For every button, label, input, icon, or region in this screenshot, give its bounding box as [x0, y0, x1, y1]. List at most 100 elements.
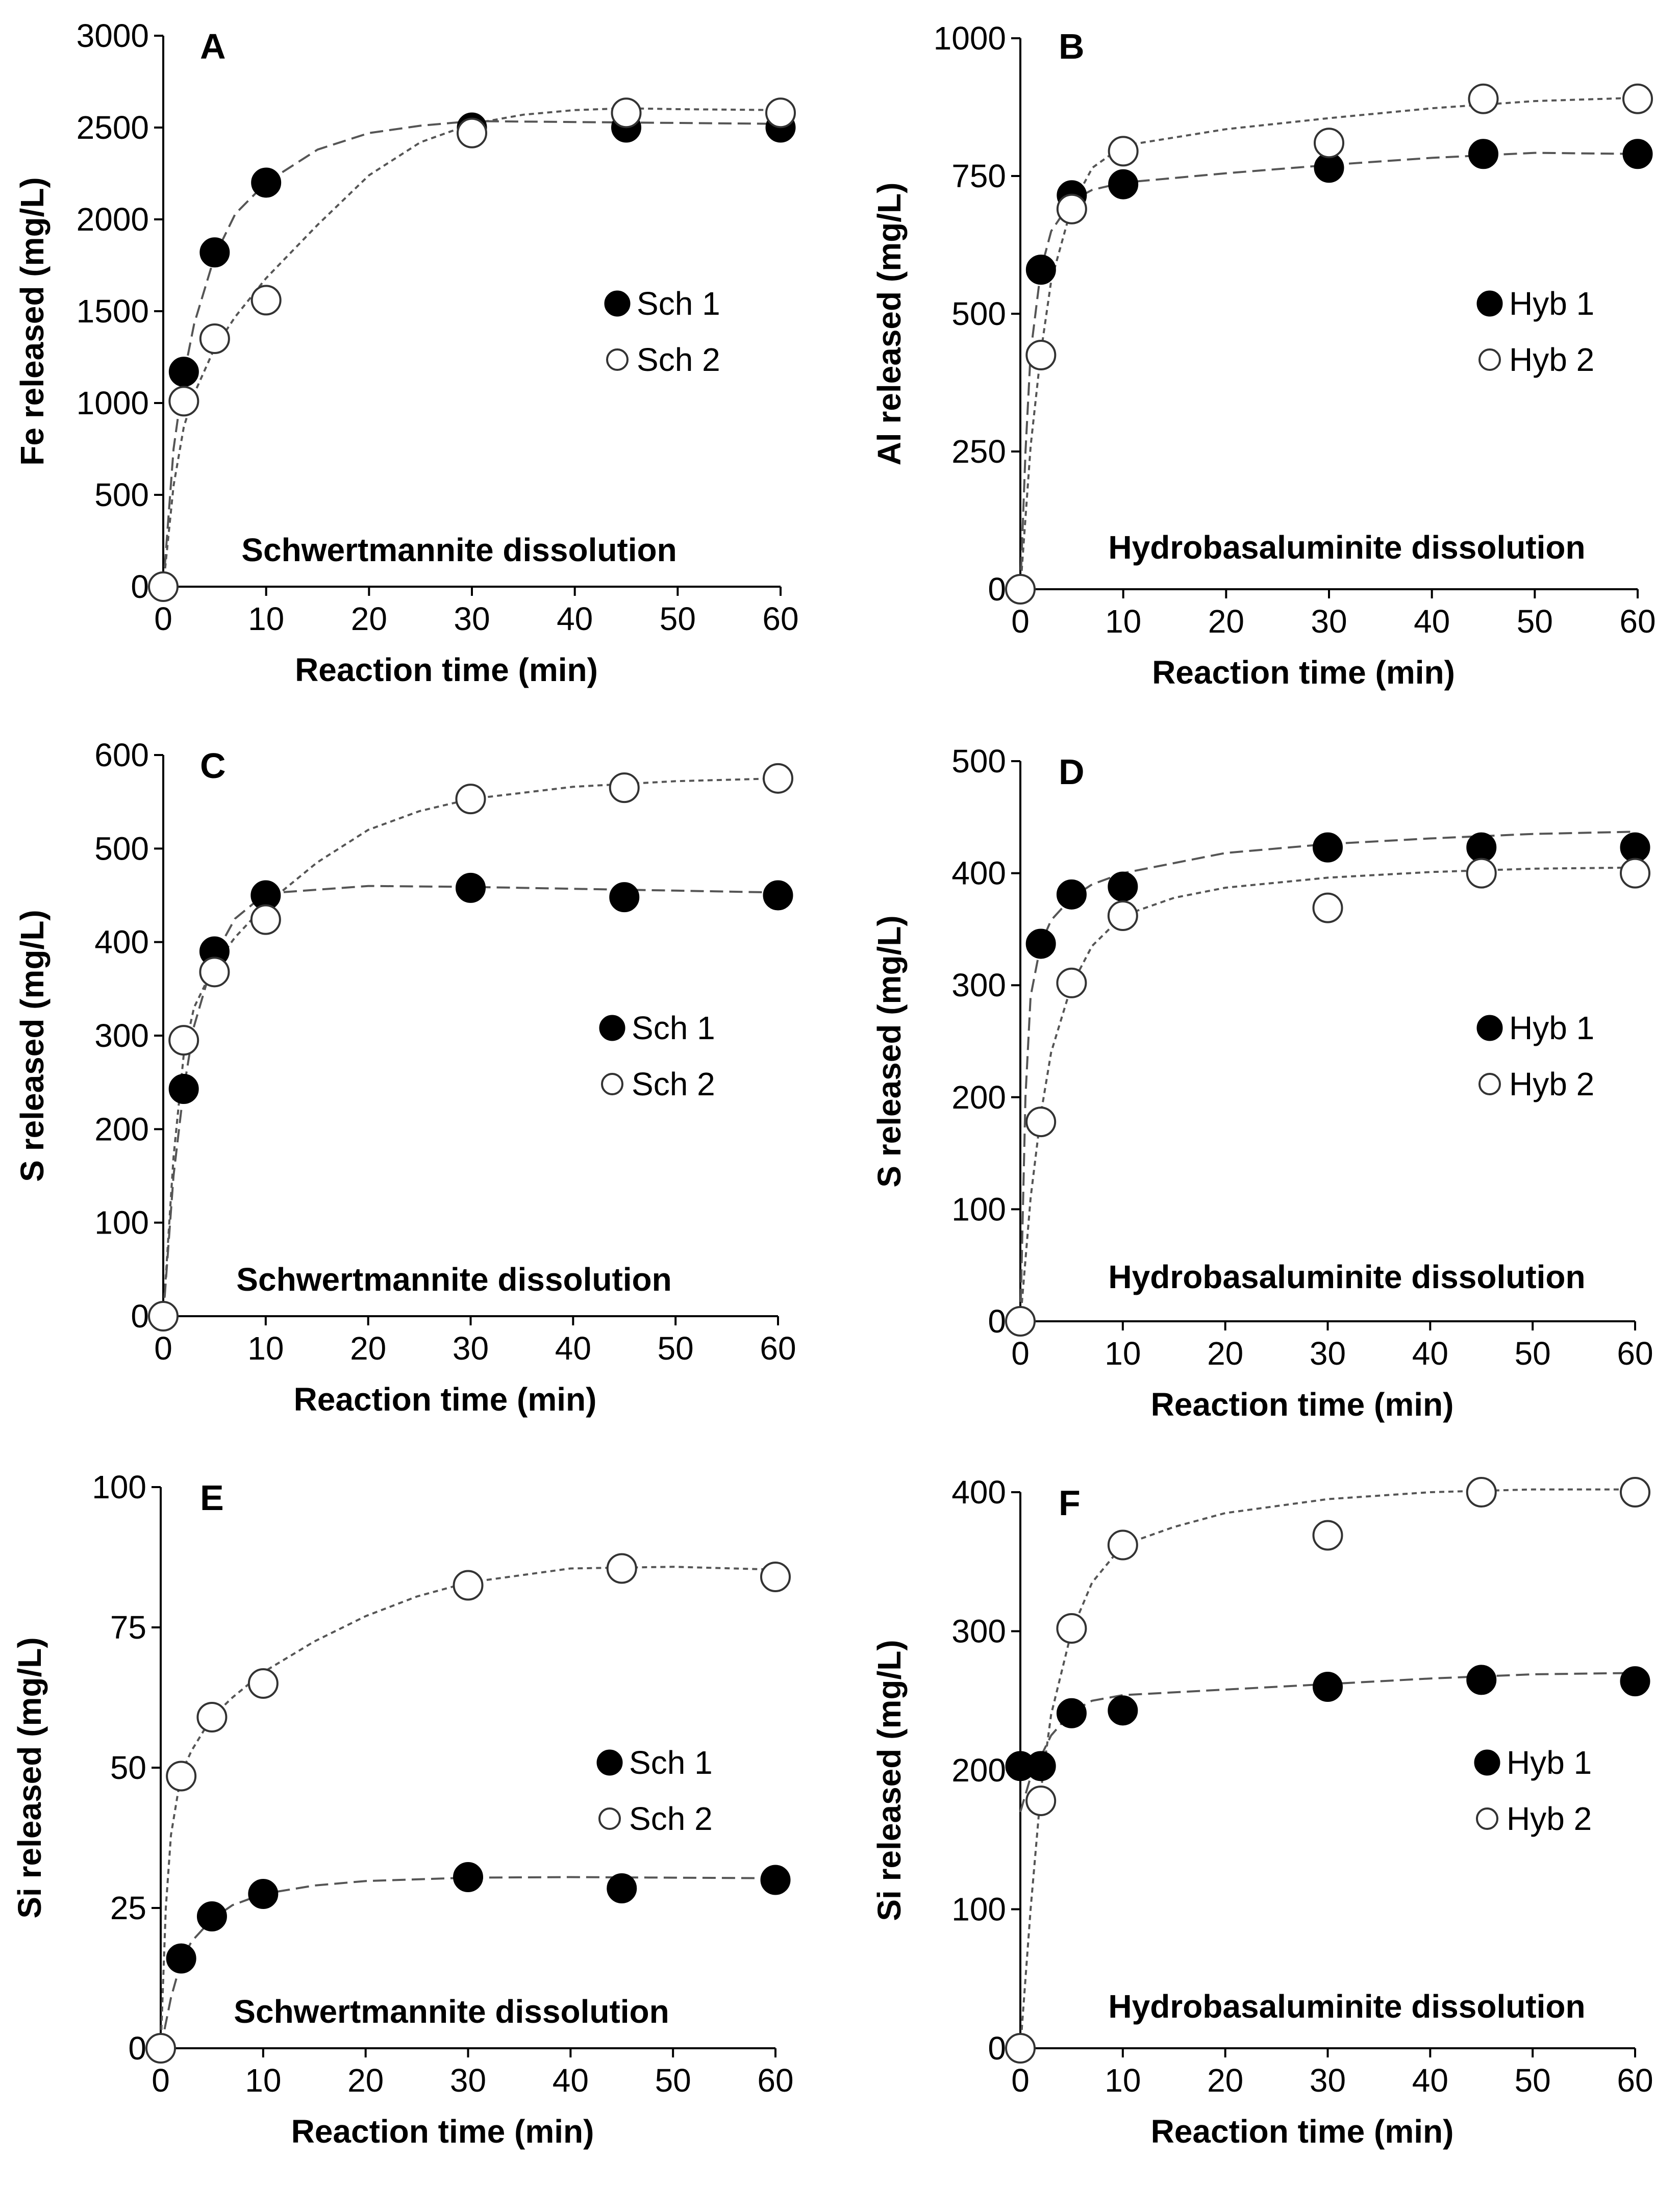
- y-tick-label: 200: [94, 1111, 149, 1147]
- panel-annotation: Hydrobasaluminite dissolution: [1108, 1988, 1585, 2025]
- y-tick-label: 500: [951, 743, 1006, 780]
- data-point-series-1: [1622, 139, 1653, 169]
- y-tick-label: 600: [94, 737, 149, 773]
- data-point-series-2: [1107, 900, 1138, 932]
- data-point-series-2: [1620, 1477, 1650, 1507]
- data-point-series-1: [1056, 879, 1087, 910]
- x-tick-label: 50: [1515, 1335, 1551, 1372]
- y-tick-label: 500: [951, 295, 1006, 332]
- panel-letter: D: [1059, 752, 1085, 792]
- data-point-series-1: [251, 167, 282, 198]
- data-point-series-1: [1313, 832, 1343, 863]
- y-tick-label: 75: [110, 1609, 146, 1646]
- y-tick-label: 300: [951, 1613, 1006, 1650]
- x-axis-title: Reaction time (min): [1152, 654, 1455, 691]
- panel-letter: B: [1059, 27, 1085, 66]
- panel-f: 0 100 200 300 400 0 10 20 30 40 50 60 Reaction time …: [871, 1474, 1653, 2150]
- legend-marker-open: [606, 348, 629, 371]
- y-tick-label: 200: [951, 1079, 1006, 1116]
- panel-annotation: Schwertmannite dissolution: [236, 1261, 671, 1298]
- data-point-series-1: [456, 872, 486, 903]
- fit-curve-series-1: [1019, 831, 1636, 1322]
- x-tick-label: 60: [1617, 2062, 1653, 2099]
- legend-label: Hyb 1: [1509, 285, 1594, 322]
- x-tick-label: 20: [1208, 603, 1244, 640]
- data-point-series-2: [763, 763, 793, 794]
- data-point-series-2: [1005, 2033, 1036, 2064]
- data-point-series-2: [1622, 83, 1653, 114]
- y-tick-label: 250: [951, 433, 1006, 470]
- x-tick-label: 0: [152, 2062, 170, 2099]
- y-tick-label: 500: [94, 830, 149, 867]
- x-tick-label: 10: [1105, 603, 1141, 640]
- data-point-series-2: [196, 1702, 228, 1732]
- data-point-series-1: [168, 1074, 199, 1104]
- panel-b: 0 250 500 750 1000 0 10 20 30 40 50 60 Reaction time…: [871, 20, 1656, 691]
- data-point-series-2: [199, 323, 230, 354]
- y-tick-label: 0: [131, 1298, 149, 1335]
- y-tick-label: 0: [988, 571, 1006, 608]
- data-point-series-2: [247, 1668, 279, 1699]
- data-point-series-1: [607, 1873, 637, 1903]
- panel-annotation: Schwertmannite dissolution: [234, 1993, 669, 2030]
- legend-marker-open: [1478, 348, 1501, 371]
- x-tick-label: 60: [760, 1330, 796, 1367]
- x-tick-label: 30: [1310, 2062, 1346, 2099]
- data-point-series-1: [453, 1862, 483, 1892]
- x-tick-label: 10: [248, 600, 284, 637]
- legend-label: Hyb 1: [1507, 1744, 1592, 1781]
- data-point-series-1: [1620, 832, 1650, 863]
- legend-marker-filled: [1474, 1749, 1500, 1776]
- x-axis-title: Reaction time (min): [1151, 2113, 1454, 2150]
- y-tick-label: 100: [951, 1191, 1006, 1227]
- data-point-series-1: [763, 880, 793, 911]
- x-tick-label: 50: [660, 600, 696, 637]
- legend-label: Sch 1: [629, 1744, 713, 1781]
- panel-annotation: Hydrobasaluminite dissolution: [1108, 529, 1585, 566]
- x-tick-label: 50: [655, 2062, 691, 2099]
- data-point-series-1: [1056, 1698, 1087, 1728]
- panel-a: 0 500 1000 1500 2000 2500 3000 0 10 20 30 40 50 60 Rea…: [14, 17, 799, 688]
- y-tick-label: 100: [92, 1469, 146, 1505]
- x-axis-title: Reaction time (min): [295, 651, 598, 688]
- data-point-series-2: [1314, 128, 1344, 159]
- data-point-series-2: [1312, 892, 1343, 923]
- y-tick-label: 500: [94, 476, 149, 513]
- data-point-series-2: [453, 1570, 484, 1601]
- data-point-series-2: [1620, 858, 1650, 889]
- data-point-series-1: [166, 1943, 196, 1974]
- panel-e: 0 25 50 75 100 0 10 20 30 40 50 60 Reaction time (mi…: [11, 1469, 794, 2150]
- data-point-series-2: [148, 1301, 179, 1331]
- x-tick-label: 30: [450, 2062, 486, 2099]
- y-tick-label: 1000: [77, 385, 149, 421]
- data-point-series-2: [145, 2033, 176, 2064]
- y-axis-title: Al released (mg/L): [871, 183, 908, 466]
- y-axis-title: Si released (mg/L): [11, 1637, 48, 1918]
- x-tick-label: 20: [350, 1330, 386, 1367]
- panel-d: 0 100 200 300 400 500 0 10 20 30 40 50 60 Reaction ti…: [871, 743, 1653, 1423]
- legend-label: Hyb 2: [1509, 341, 1594, 378]
- data-point-series-1: [199, 237, 230, 268]
- legend-label: Sch 1: [632, 1010, 715, 1046]
- legend-marker-filled: [599, 1015, 625, 1041]
- legend-label: Sch 1: [637, 285, 720, 322]
- y-axis-title: Si released (mg/L): [871, 1640, 908, 1921]
- legend-label: Sch 2: [632, 1066, 715, 1102]
- data-point-series-2: [457, 117, 487, 148]
- data-point-series-2: [250, 285, 282, 316]
- data-point-series-1: [1313, 1672, 1343, 1702]
- x-tick-label: 60: [1619, 603, 1656, 640]
- y-axis-title: Fe released (mg/L): [14, 177, 51, 466]
- data-point-series-2: [1466, 858, 1497, 889]
- data-point-series-1: [1108, 871, 1138, 902]
- y-tick-label: 400: [951, 1474, 1006, 1511]
- y-tick-label: 400: [94, 924, 149, 961]
- x-tick-label: 0: [154, 600, 172, 637]
- data-point-series-1: [1466, 1665, 1497, 1695]
- x-tick-label: 60: [762, 600, 798, 637]
- y-tick-label: 300: [951, 967, 1006, 1003]
- data-point-series-1: [1468, 139, 1498, 169]
- y-tick-label: 2000: [77, 201, 149, 238]
- data-point-series-1: [1025, 928, 1056, 959]
